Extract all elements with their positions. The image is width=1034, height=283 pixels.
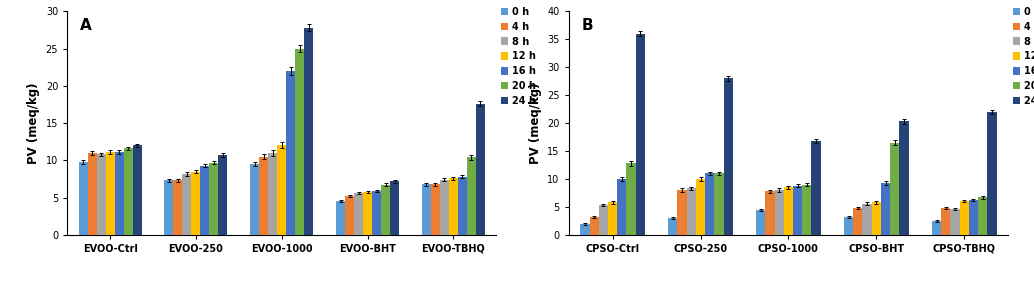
Bar [439, 180, 449, 235]
Bar [784, 187, 793, 235]
Text: A: A [80, 18, 92, 33]
Bar [79, 162, 88, 235]
Bar [345, 196, 354, 235]
Bar [881, 183, 890, 235]
Bar [105, 152, 115, 235]
Bar [696, 179, 705, 235]
Bar [890, 143, 900, 235]
Bar [617, 179, 627, 235]
Y-axis label: PV (meq/kg): PV (meq/kg) [528, 82, 542, 164]
Bar [932, 221, 941, 235]
Bar [589, 217, 599, 235]
Bar [765, 191, 774, 235]
Bar [627, 163, 636, 235]
Bar [201, 166, 210, 235]
Bar [174, 181, 182, 235]
Bar [636, 34, 645, 235]
Bar [580, 224, 589, 235]
Bar [687, 188, 696, 235]
Bar [218, 155, 227, 235]
Text: B: B [582, 18, 594, 33]
Bar [372, 191, 382, 235]
Bar [96, 155, 105, 235]
Bar [599, 205, 608, 235]
Bar [853, 208, 862, 235]
Bar [941, 208, 950, 235]
Bar [277, 145, 286, 235]
Bar [132, 145, 142, 235]
Bar [304, 28, 313, 235]
Bar [88, 153, 96, 235]
Bar [476, 104, 485, 235]
Bar [210, 163, 218, 235]
Bar [250, 164, 260, 235]
Bar [812, 141, 821, 235]
Bar [900, 121, 909, 235]
Bar [844, 217, 853, 235]
Bar [354, 193, 363, 235]
Bar [978, 198, 987, 235]
Bar [182, 174, 191, 235]
Bar [774, 190, 784, 235]
Legend: 0 h, 4 h, 8 h, 12 h, 16 h, 20 h, 24 h: 0 h, 4 h, 8 h, 12 h, 16 h, 20 h, 24 h [500, 7, 537, 106]
Bar [950, 209, 960, 235]
Bar [724, 78, 733, 235]
Bar [431, 184, 439, 235]
Bar [422, 184, 431, 235]
Bar [793, 186, 802, 235]
Bar [969, 200, 978, 235]
Bar [705, 173, 714, 235]
Bar [260, 157, 268, 235]
Bar [363, 192, 372, 235]
Bar [124, 149, 132, 235]
Bar [668, 218, 677, 235]
Bar [268, 153, 277, 235]
Bar [960, 201, 969, 235]
Bar [714, 173, 724, 235]
Bar [382, 185, 390, 235]
Bar [191, 171, 201, 235]
Bar [449, 178, 458, 235]
Bar [862, 203, 872, 235]
Bar [608, 202, 617, 235]
Bar [164, 181, 174, 235]
Bar [467, 157, 476, 235]
Bar [390, 181, 399, 235]
Bar [286, 71, 296, 235]
Bar [872, 202, 881, 235]
Bar [802, 185, 812, 235]
Y-axis label: PV (meq/kg): PV (meq/kg) [27, 82, 40, 164]
Legend: 0 h, 4 h, 8 h, 12 h, 16 h, 20 h, 24 h: 0 h, 4 h, 8 h, 12 h, 16 h, 20 h, 24 h [1012, 7, 1034, 106]
Bar [296, 49, 304, 235]
Bar [115, 152, 124, 235]
Bar [756, 210, 765, 235]
Bar [458, 177, 467, 235]
Bar [336, 201, 345, 235]
Bar [987, 112, 997, 235]
Bar [677, 190, 687, 235]
